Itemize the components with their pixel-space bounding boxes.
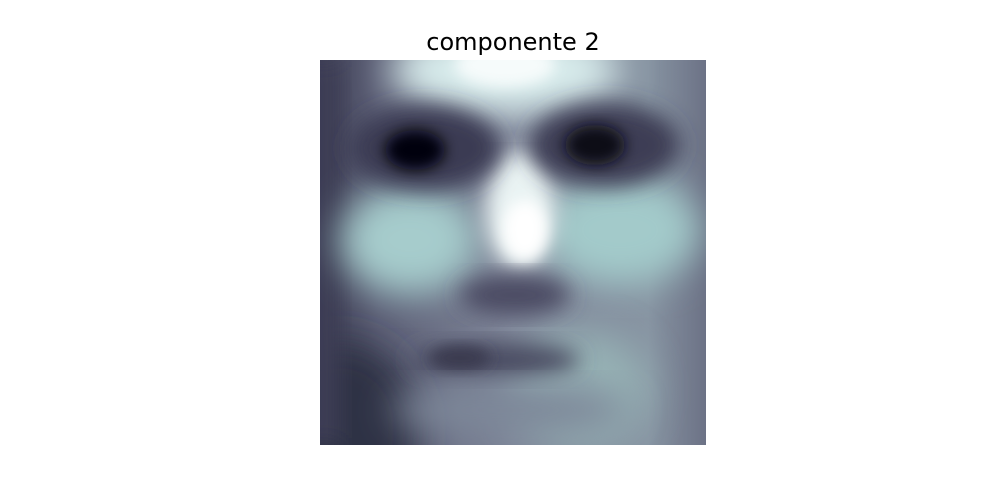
plot-title: componente 2: [426, 28, 600, 56]
eigenface-image: [320, 60, 706, 445]
